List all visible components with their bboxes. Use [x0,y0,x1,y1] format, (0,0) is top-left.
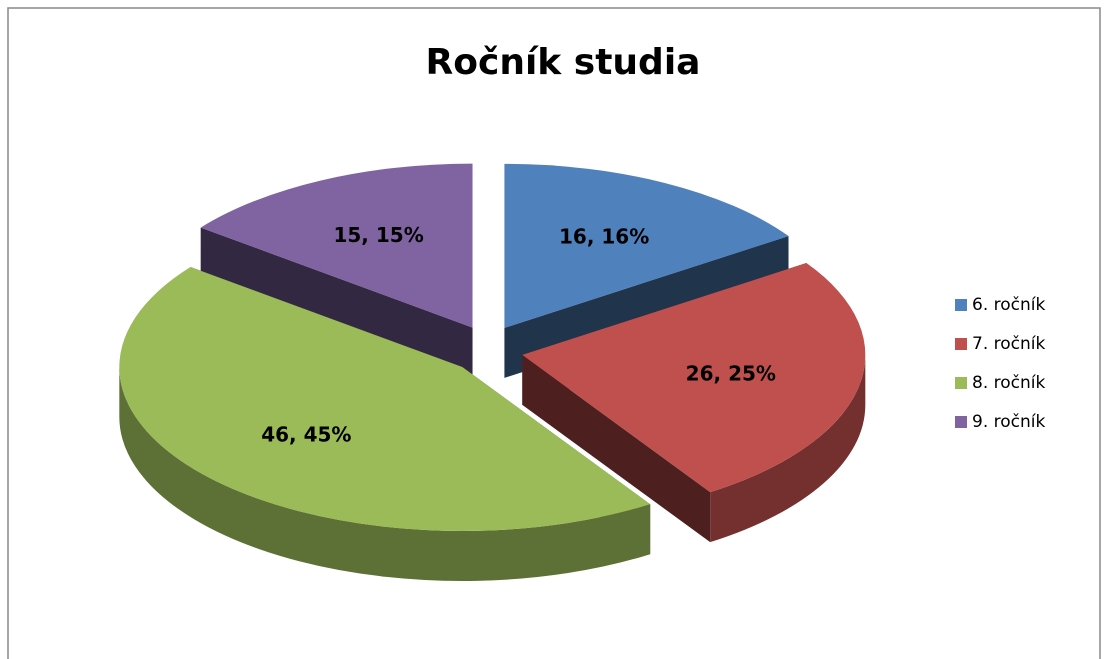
legend-label: 7. ročník [972,334,1045,354]
slice-side [522,354,711,543]
legend-swatch [955,377,967,389]
legend-swatch [955,299,967,311]
slice [200,163,473,328]
data-label: 46, 45% [261,423,351,447]
legend-label: 6. ročník [972,295,1045,315]
legend-label: 8. ročník [972,373,1045,393]
slice [504,163,789,328]
slice-wall [710,354,866,543]
legend-swatch [955,416,967,428]
slice [119,266,651,531]
slice [522,263,866,493]
legend-swatch [955,338,967,350]
slice-side [200,227,473,378]
data-label: 26, 25% [686,361,776,385]
slice-wall [119,366,651,581]
data-label: 16, 16% [559,225,649,249]
legend-label: 9. ročník [972,412,1045,432]
data-label: 15, 15% [333,223,423,247]
chart-title: Ročník studia [426,42,701,83]
